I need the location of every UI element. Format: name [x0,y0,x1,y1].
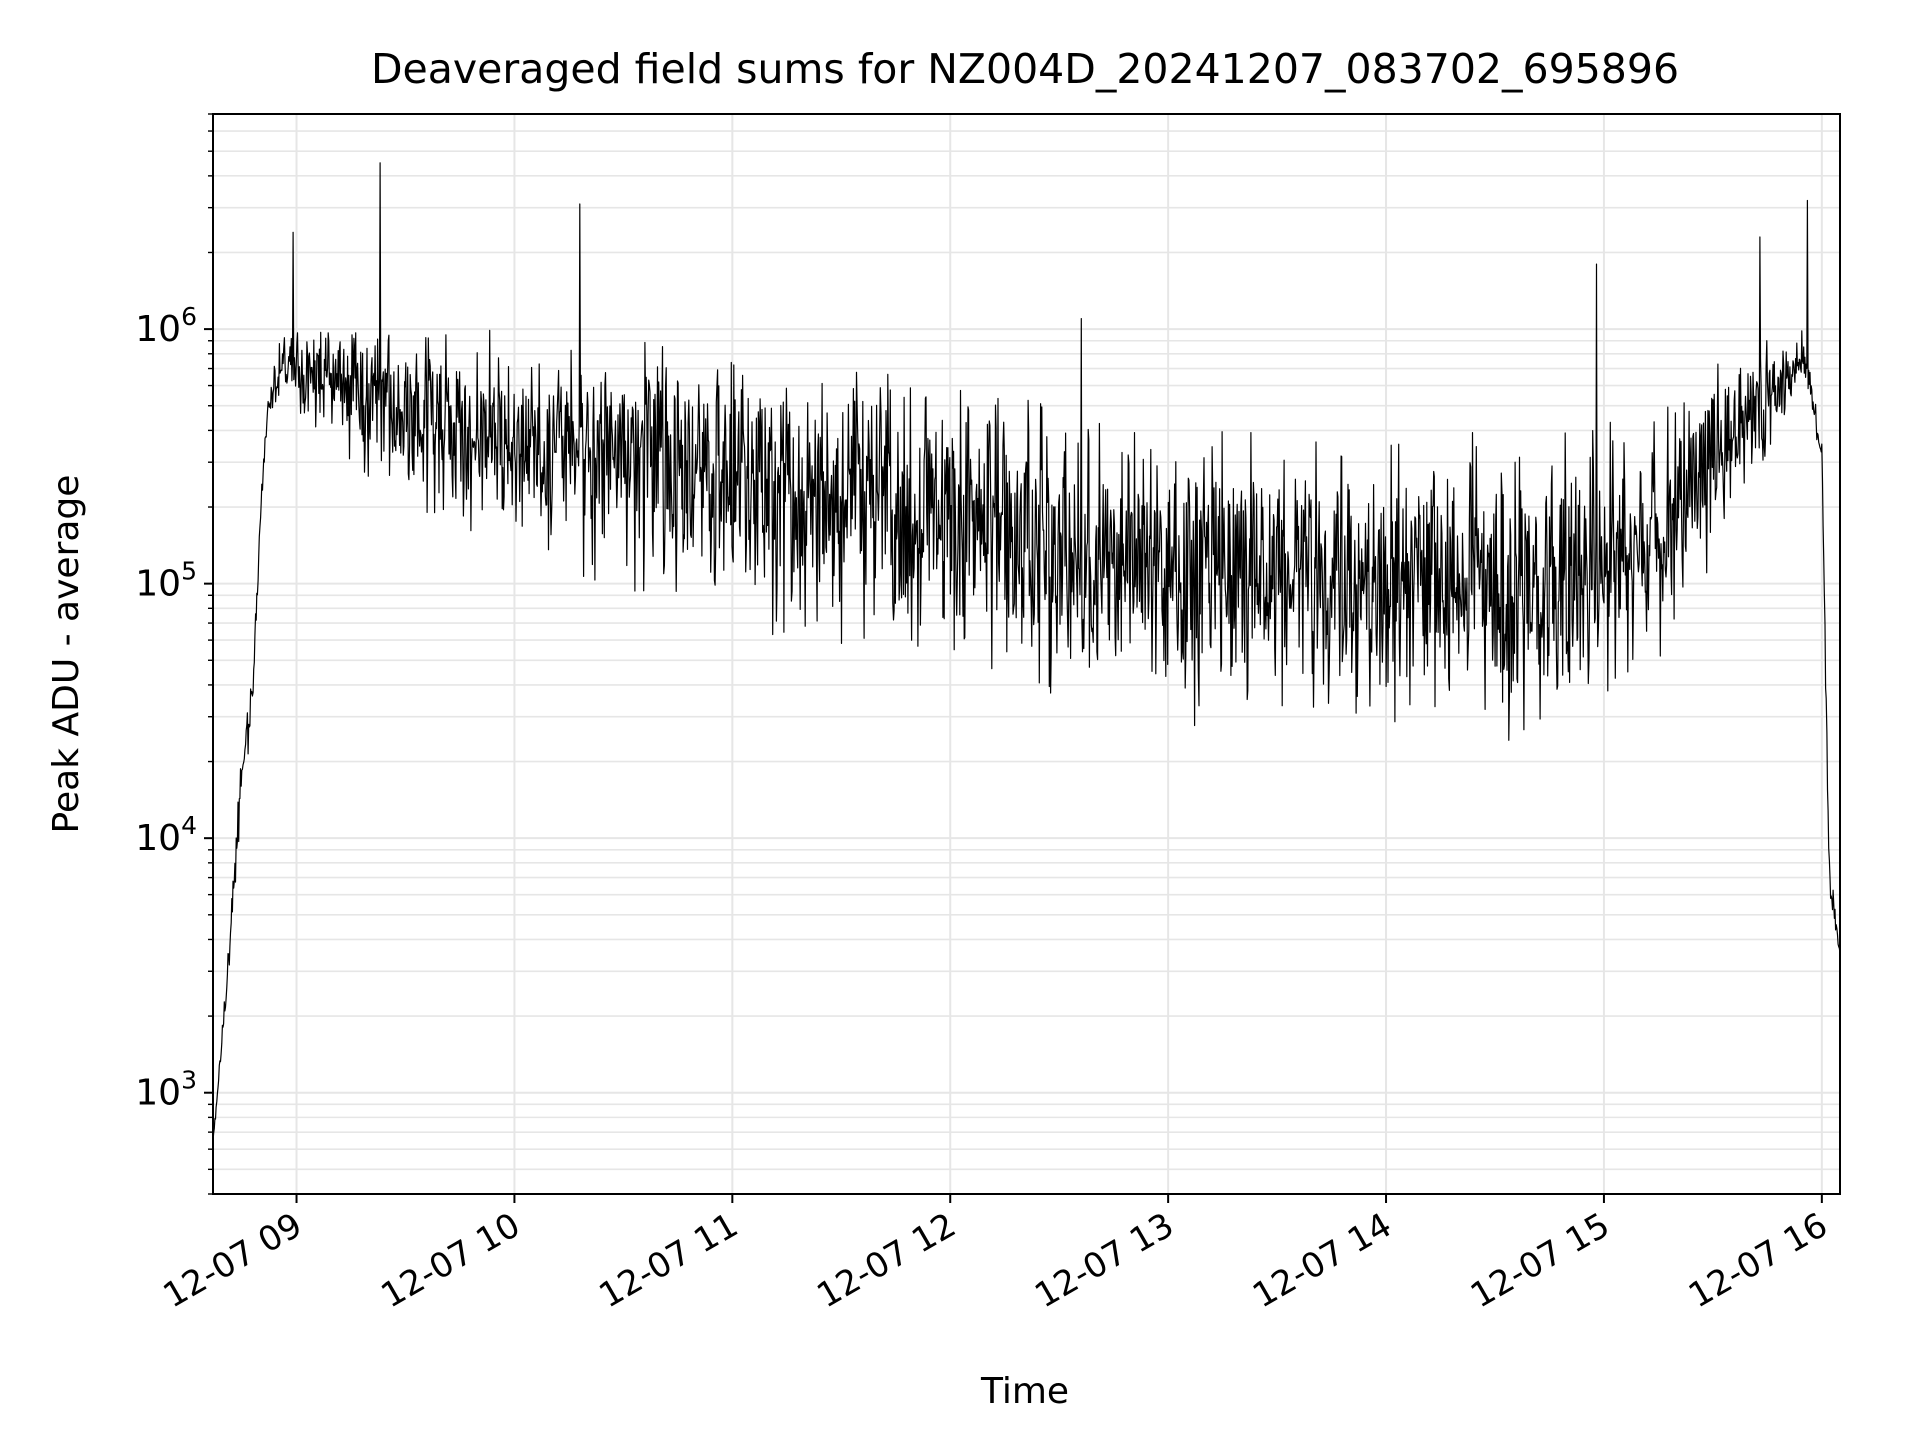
series-polyline [212,162,1841,1142]
y-tick-label: 106 [135,302,197,350]
plot-frame [212,113,1841,1195]
x-axis-label: Time [980,1371,1069,1412]
y-tick-label: 105 [135,557,197,605]
chart-title: Deaveraged field sums for NZ004D_2024120… [371,45,1679,93]
y-tick-label: 104 [135,811,197,859]
series-line [212,162,1841,1142]
y-tick-label: 103 [135,1066,197,1114]
y-axis-label: Peak ADU - average [46,475,87,834]
y-axis: 103 104 105 106 [135,113,213,1195]
